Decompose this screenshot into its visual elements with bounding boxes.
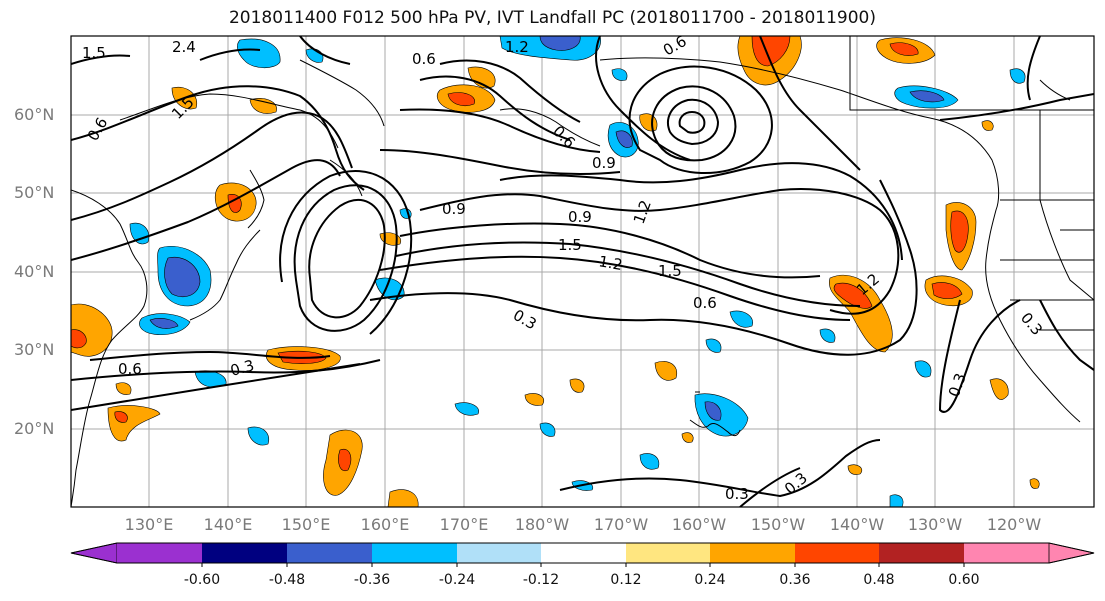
contour-label: 0.6 — [412, 50, 436, 68]
colorbar-seg — [287, 543, 372, 563]
colorbar-seg — [457, 543, 541, 563]
colorbar-seg — [372, 543, 457, 563]
lon-label-160w: 160°W — [671, 515, 727, 534]
coastlines — [71, 36, 1094, 507]
contour-label: 1.5 — [82, 44, 106, 62]
colorbar — [70, 542, 1095, 567]
colorbar-seg — [202, 543, 287, 563]
colorbar-seg — [626, 543, 710, 563]
lon-label-130e: 130°E — [124, 515, 174, 534]
colorbar-seg — [795, 543, 879, 563]
colorbar-seg — [70, 542, 118, 564]
lat-label-60n: 60°N — [14, 105, 55, 124]
colorbar-tick-label: -0.12 — [522, 572, 560, 588]
lon-label-160e: 160°E — [360, 515, 410, 534]
lon-label-180w: 180°W — [514, 515, 570, 534]
lon-label-150e: 150°E — [281, 515, 331, 534]
colorbar-tick-label: -0.48 — [268, 572, 306, 588]
contour-label: 0.9 — [442, 200, 466, 218]
contour-label: 1.5 — [658, 262, 682, 280]
contour-label: 0.6 — [118, 360, 142, 378]
colorbar-seg — [541, 543, 626, 563]
pv-contours — [71, 36, 1094, 507]
colorbar-seg — [710, 543, 795, 563]
lat-label-20n: 20°N — [14, 419, 55, 438]
contour-label: 1.2 — [597, 252, 624, 274]
contour-label: 0.3 — [228, 356, 256, 380]
colorbar-tick-label: -0.24 — [438, 572, 476, 588]
contour-label: 1.2 — [505, 38, 529, 56]
map-frame — [70, 35, 1095, 508]
lat-label-50n: 50°N — [14, 183, 55, 202]
lon-label-130w: 130°W — [907, 515, 963, 534]
colorbar-tick-label: -0.60 — [183, 572, 221, 588]
contour-label: 2.4 — [172, 38, 196, 56]
lat-label-40n: 40°N — [14, 262, 55, 281]
colorbar-tick-label: 0.48 — [863, 572, 895, 588]
lat-label-30n: 30°N — [14, 340, 55, 359]
colorbar-tick-label: 0.12 — [610, 572, 642, 588]
chart-title: 2018011400 F012 500 hPa PV, IVT Landfall… — [228, 8, 876, 28]
colorbar-tick-label: -0.36 — [353, 572, 391, 588]
colorbar-tick-label: 0.60 — [948, 572, 980, 588]
contour-label: 1.5 — [558, 236, 582, 254]
colorbar-seg — [964, 543, 1049, 563]
lon-label-170w: 170°W — [593, 515, 649, 534]
colorbar-seg — [117, 543, 202, 563]
colorbar-tick-label: 0.24 — [694, 572, 726, 588]
colorbar-tick-label: 0.36 — [779, 572, 811, 588]
lon-label-140e: 140°E — [203, 515, 253, 534]
contour-label: 0.3 — [725, 485, 749, 503]
lon-label-170e: 170°E — [439, 515, 489, 534]
contour-label: 0.9 — [592, 154, 616, 172]
colorbar-seg — [879, 543, 964, 563]
colorbar-outline — [70, 542, 1095, 564]
gridlines — [71, 36, 1094, 507]
lon-label-140w: 140°W — [829, 515, 885, 534]
contour-label: 0.6 — [693, 294, 717, 312]
lon-label-150w: 150°W — [750, 515, 806, 534]
colorbar-seg — [1048, 542, 1095, 564]
lon-label-120w: 120°W — [986, 515, 1042, 534]
contour-label: 0.9 — [568, 208, 592, 226]
